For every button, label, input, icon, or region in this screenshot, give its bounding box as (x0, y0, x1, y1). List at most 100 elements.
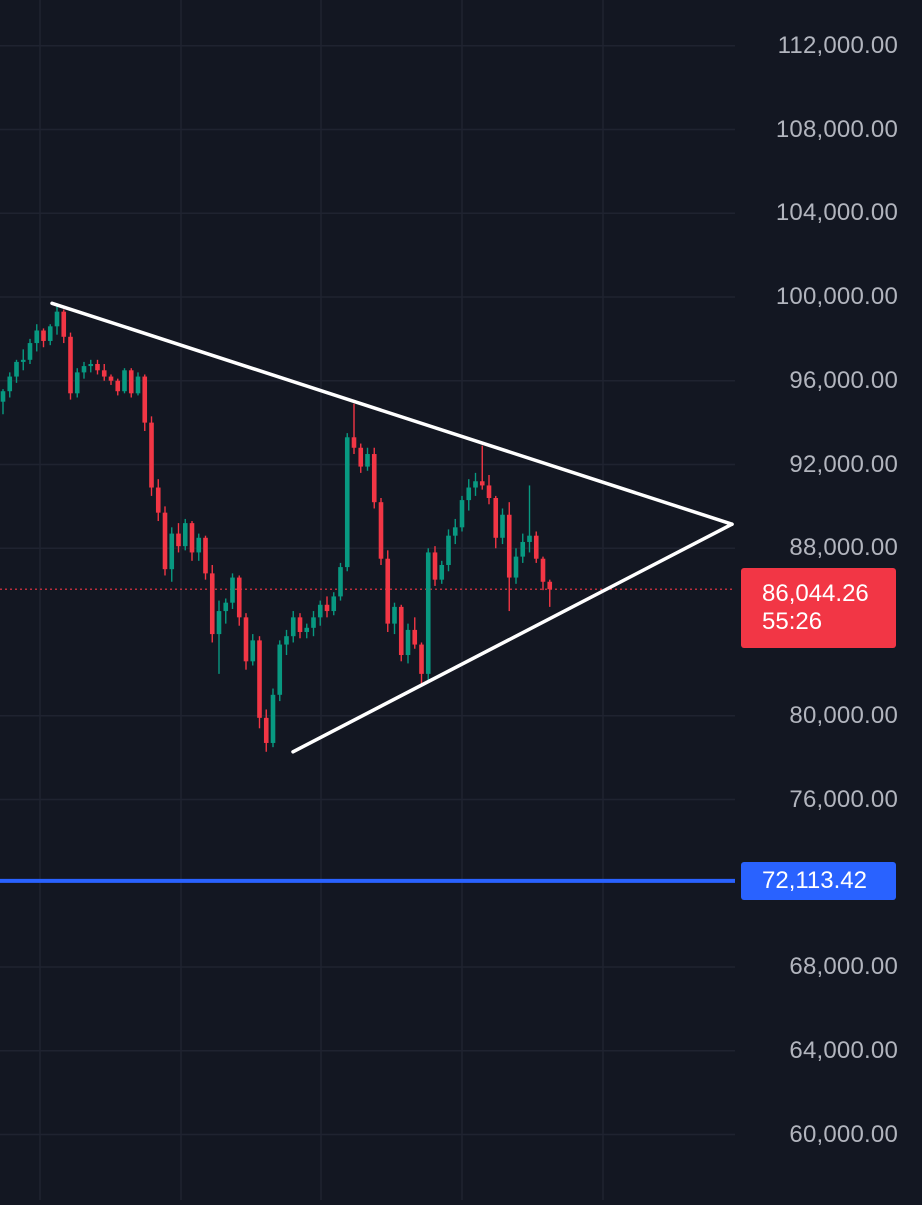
candle (425, 548, 431, 681)
candle (122, 368, 127, 394)
candle-body (500, 514, 505, 538)
candle-body (250, 640, 256, 662)
candle-body (398, 606, 404, 656)
candle-body (479, 481, 485, 486)
candle (371, 447, 377, 509)
candle (169, 527, 175, 582)
candle-body (392, 606, 397, 624)
candle (365, 447, 370, 471)
trendline (291, 522, 734, 754)
candle-body (378, 502, 384, 559)
candle-body (209, 573, 215, 635)
candle-body (405, 629, 411, 656)
candle-body (54, 311, 60, 327)
candle (149, 416, 154, 496)
candle (101, 364, 107, 381)
candle-body (68, 336, 73, 394)
trendline (50, 301, 734, 526)
candle-body (486, 485, 492, 498)
candle-body (101, 370, 107, 377)
candle-body (459, 500, 465, 528)
candle (216, 600, 222, 674)
candle (0, 389, 6, 415)
y-tick-label: 92,000.00 (789, 450, 898, 478)
candle (486, 474, 492, 505)
candle-body (344, 437, 350, 568)
candle (527, 485, 532, 553)
candle (392, 602, 397, 635)
candle (419, 642, 424, 685)
current-price-tag: 86,044.26 55:26 (741, 568, 896, 649)
y-tick-label: 96,000.00 (789, 366, 898, 394)
candle-body (162, 512, 168, 570)
candle (162, 506, 168, 576)
candle (290, 611, 296, 643)
candle (189, 521, 195, 561)
candle (88, 359, 94, 373)
y-tick-label: 108,000.00 (775, 115, 898, 143)
candle-body (196, 537, 202, 553)
candle-body (547, 581, 553, 590)
candle-body (216, 611, 222, 635)
candle-body (149, 422, 154, 488)
candle (405, 623, 411, 664)
candle (331, 592, 337, 616)
candle (230, 573, 235, 609)
candle (223, 598, 229, 624)
y-tick-label: 88,000.00 (789, 534, 898, 562)
candle (473, 472, 478, 496)
candle-body (230, 577, 235, 603)
candle-body (473, 481, 478, 488)
candle (257, 636, 262, 729)
candle (378, 498, 384, 565)
candle-body (371, 454, 377, 503)
candle-body (493, 498, 499, 538)
candle-body (311, 617, 316, 628)
candle (452, 518, 458, 545)
y-tick-label: 80,000.00 (789, 701, 898, 729)
y-tick-label: 64,000.00 (789, 1036, 898, 1064)
candle-body (223, 602, 229, 612)
candle (540, 556, 546, 591)
candle-body (432, 552, 438, 580)
candle-body (95, 364, 100, 371)
candle (95, 359, 100, 375)
candle-body (135, 376, 141, 394)
candle-body (540, 558, 546, 582)
candle-body (358, 447, 364, 467)
candle-body (527, 535, 532, 542)
candle-body (14, 361, 19, 377)
candle (466, 479, 472, 511)
candle (304, 623, 310, 639)
candle-body (115, 380, 121, 392)
candle (270, 688, 276, 748)
candle (338, 562, 343, 601)
candle (250, 634, 256, 666)
trendlines (50, 301, 734, 754)
candle (236, 575, 242, 626)
candle-body (452, 527, 458, 536)
candle-countdown: 55:26 (762, 608, 823, 636)
candle-body (203, 537, 208, 574)
candle (533, 531, 539, 563)
vertical-grid (39, 0, 604, 1200)
candle-body (506, 514, 512, 578)
candle (243, 613, 249, 670)
candle (297, 613, 303, 639)
candle (513, 548, 519, 584)
candle (412, 617, 418, 649)
candle (41, 328, 46, 348)
candle-body (155, 487, 161, 513)
candle (277, 640, 283, 702)
candle-body (425, 552, 431, 674)
candle (547, 579, 553, 607)
candle-body (412, 629, 418, 645)
current-price-value: 86,044.26 (762, 580, 869, 608)
candle-body (533, 535, 539, 559)
candle-body (297, 617, 303, 632)
candle (115, 378, 121, 396)
candle (324, 596, 330, 618)
candle (47, 324, 53, 346)
